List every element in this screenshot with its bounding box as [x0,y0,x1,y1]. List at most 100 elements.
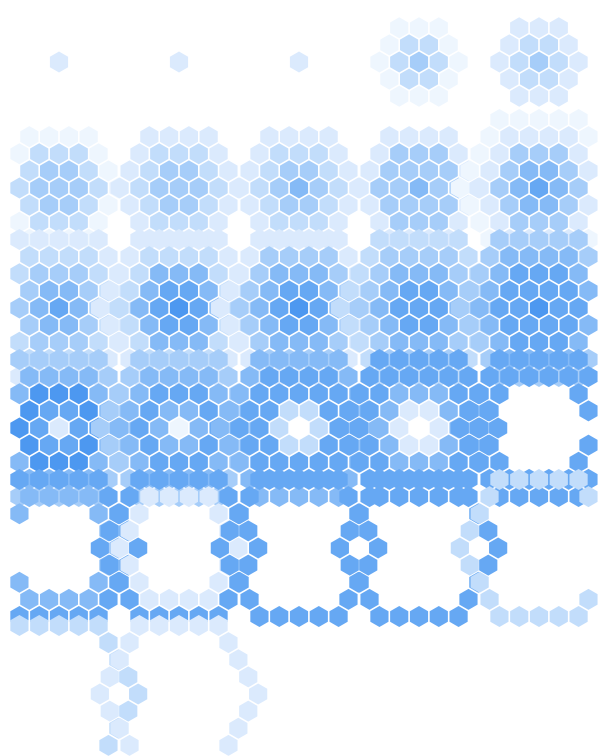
hex-cell-frame-17-ring-2-5 [199,400,218,422]
hex-cell-frame-5-ring-1-3 [539,34,558,56]
hex-cell-frame-16-ring-4-13 [69,348,88,370]
hex-cell-frame-22-ring-4-17 [120,486,139,508]
hex-cell-frame-23-ring-4-16 [250,468,269,490]
hex-cell-frame-18-ring-1-3 [299,400,318,422]
hex-cell-frame-23-ring-4-23 [240,588,259,610]
hex-cell-frame-15-ring-3-9 [559,246,578,268]
hex-cell-frame-19-ring-3-10 [419,366,438,388]
hex-cell-frame-8-ring-2-6 [309,143,328,165]
hex-cell-frame-12-ring-1-1 [179,314,198,336]
hex-cell-frame-26-ring-4-14 [49,614,69,636]
hex-cell-frame-27-ring-4-14 [169,614,189,636]
hex-cell-frame-12-ring-1-0 [160,314,179,336]
hex-cell-frame-19-ring-4-18 [350,383,369,405]
hex-cell-frame-8-ring-1-2 [309,177,328,199]
hex-cell-frame-12-ring-4-11 [219,246,238,268]
hex-cell-frame-17-ring-1-1 [179,434,198,456]
hex-cell-frame-10-ring-3-11 [520,126,539,148]
hex-cell-frame-20-ring-3-15 [470,417,489,439]
hex-cell-frame-17-ring-3-15 [110,417,129,439]
hex-cell-frame-4-ring-2-10 [370,51,389,73]
hex-cell-frame-18-ring-4-12 [329,348,348,370]
hex-cell-frame-8-ring-3-10 [299,126,318,148]
hex-cell-frame-13-ring-2-8 [270,263,289,285]
hex-cell-frame-10-ring-4-11 [579,126,598,148]
hex-cell-frame-10-ring-3-5 [579,194,598,216]
hex-cell-frame-7-ring-1-4 [160,160,179,182]
hex-cell-frame-7-ring-2-2 [189,211,208,233]
hex-cell-frame-13-ring-3-15 [230,297,249,319]
hex-cell-frame-21-ring-3-4 [89,571,108,593]
hex-cell-frame-13-ring-1-4 [280,280,299,302]
hex-cell-frame-8-ring-1-0 [280,194,299,216]
hex-cell-frame-8-ring-3-16 [240,194,259,216]
hex-cell-frame-19-ring-2-2 [429,451,448,473]
hex-cell-frame-15-ring-2-5 [559,280,578,302]
hex-cell-frame-23-ring-4-22 [230,571,249,593]
hex-cell-frame-19-ring-4-11 [459,366,478,388]
hex-cell-frame-4-ring-2-8 [390,17,409,39]
hex-cell-frame-19-ring-4-21 [340,434,359,456]
hex-cell-frame-22-ring-3-11 [160,486,179,508]
hex-cell-frame-14-ring-3-14 [360,280,379,302]
hex-cell-frame-13-ring-2-1 [289,331,309,353]
hex-cell-frame-10-ring-4-12 [569,108,588,130]
hex-cell-frame-4-ring-2-4 [449,51,468,73]
hex-cell-frame-22-ring-3-15 [110,537,129,559]
hex-cell-frame-8-ring-3-13 [250,143,269,165]
hex-cell-frame-5-ring-2-0 [510,85,529,107]
hex-cell-frame-13-ring-1-3 [299,280,318,302]
hex-cell-frame-20-ring-4-15 [510,348,529,370]
hex-cell-frame-19-ring-3-17 [370,451,389,473]
hex-cell-frame-15-ring-3-11 [520,246,539,268]
hex-cell-frame-20-ring-4-21 [460,434,479,456]
hex-cell-frame-18-ring-3-12 [260,366,279,388]
hex-cell-frame-12-ring-2-8 [150,263,169,285]
hex-cell-frame-12-ring-1-3 [179,280,198,302]
hex-cell-frame-6-ring-3-5 [99,194,118,216]
hex-cell-frame-11-ring-1-5 [30,297,49,319]
frame-6 [10,126,128,250]
hex-cell-frame-24-ring-4-14 [409,468,429,490]
hex-cell-frame-7-ring-2-8 [150,143,169,165]
hex-cell-frame-18-ring-4-22 [230,451,249,473]
hex-cell-frame-20-ring-3-5 [579,434,598,456]
hex-cell-frame-10-ring-4-13 [549,108,568,130]
hex-cell-frame-14-ring-2-6 [429,263,448,285]
hex-cell-frame-10-ring-1-4 [520,160,539,182]
hex-cell-frame-19-ring-4-20 [330,417,349,439]
frame-10 [450,108,598,268]
hex-cell-frame-9-ring-3-13 [370,143,389,165]
hex-cell-frame-2-ring-0-0 [169,51,189,73]
hex-cell-frame-15-ring-3-5 [579,314,598,336]
hex-cell-frame-15-ring-1-0 [520,314,539,336]
hex-cell-frame-17-ring-4-22 [110,451,129,473]
hex-cell-frame-23-ring-4-4 [329,606,348,628]
hex-cell-frame-8-ring-3-11 [280,126,299,148]
hex-cell-frame-9-ring-2-9 [380,160,399,182]
hex-cell-frame-18-ring-3-13 [250,383,269,405]
hex-cell-frame-14-ring-4-18 [350,263,369,285]
hex-cell-frame-22-ring-4-22 [110,571,129,593]
hex-cell-frame-12-ring-2-6 [189,263,208,285]
hex-cell-frame-12-ring-4-15 [150,228,169,250]
hex-cell-frame-22-ring-4-20 [90,537,109,559]
hex-cell-frame-7-ring-0-0 [169,177,189,199]
hex-cell-frame-20-ring-4-19 [460,400,479,422]
hex-cell-frame-19-ring-1-2 [429,417,448,439]
hex-cell-frame-27-ring-4-17 [120,632,139,654]
hex-cell-frame-14-ring-4-11 [459,246,478,268]
hex-cell-frame-20-ring-4-12 [569,348,588,370]
hex-cell-frame-19-ring-1-0 [400,434,419,456]
hex-cell-frame-5-ring-2-11 [500,68,519,90]
hex-cell-frame-5-ring-2-2 [549,85,568,107]
hex-cell-frame-13-ring-2-11 [260,314,279,336]
hex-cell-frame-8-ring-1-5 [270,177,289,199]
hex-cell-frame-24-ring-4-21 [340,554,359,576]
hex-cell-frame-12-ring-0-0 [169,297,189,319]
hex-cell-frame-15-ring-4-16 [490,228,509,250]
hex-cell-frame-12-ring-2-1 [169,331,189,353]
hex-cell-frame-7-ring-3-7 [219,160,238,182]
hex-cell-frame-24-ring-4-5 [459,588,478,610]
